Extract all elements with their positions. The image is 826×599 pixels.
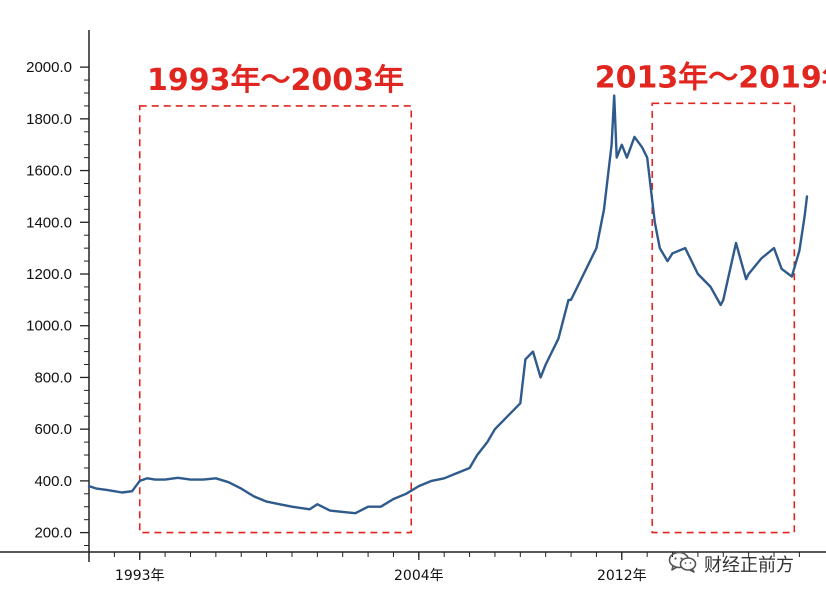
annotation-box (138, 105, 413, 534)
wechat-icon (668, 550, 698, 578)
axes (0, 30, 826, 553)
x-tick-label: 1993年 (115, 568, 165, 584)
y-tick-label: 1800.0 (26, 111, 72, 128)
x-tick-label: 2012年 (597, 568, 647, 584)
x-tick-label: 2004年 (394, 568, 444, 584)
annotation-box (651, 102, 796, 534)
y-tick-label: 1200.0 (26, 266, 72, 283)
y-tick-label: 200.0 (34, 525, 72, 542)
watermark-text: 财经正前方 (704, 555, 794, 576)
x-ticks: 1993年 2004年 2012年 (88, 552, 647, 584)
y-tick-label: 1600.0 (26, 163, 72, 180)
watermark: 财经正前方 (668, 550, 794, 578)
y-ticks: 200.0 400.0 600.0 800.0 1000.0 1200.0 1400.0 16… (26, 59, 89, 542)
y-tick-label: 400.0 (34, 473, 72, 490)
y-tick-label: 600.0 (34, 421, 72, 438)
annotation-label: 2013年～2019年 (595, 60, 826, 95)
y-tick-label: 1400.0 (26, 214, 72, 231)
y-minor-ticks (84, 79, 89, 547)
annotation-label: 1993年～2003年 (147, 63, 404, 98)
y-tick-label: 800.0 (34, 369, 72, 386)
series-line (87, 94, 809, 515)
series (87, 94, 809, 515)
y-tick-label: 1000.0 (26, 318, 72, 335)
annotations: 1993年～2003年 2013年～2019年 (138, 60, 826, 534)
y-tick-label: 2000.0 (26, 59, 72, 76)
